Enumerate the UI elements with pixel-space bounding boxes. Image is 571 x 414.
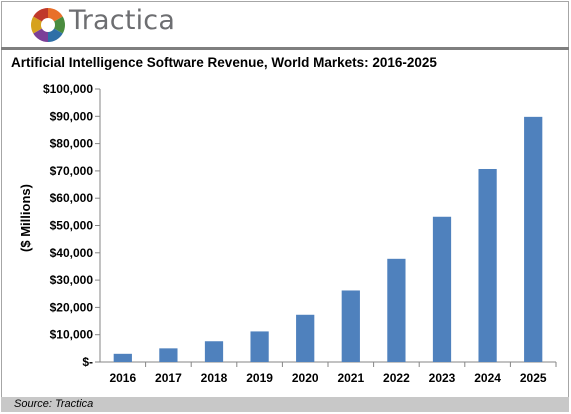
bar-2021 <box>341 290 360 362</box>
y-tick-label: $30,000 <box>50 273 94 287</box>
y-axis-title: ($ Millions) <box>18 184 33 252</box>
y-tick-label: $- <box>82 355 93 369</box>
bar-2017 <box>159 348 178 362</box>
tractica-logo-icon <box>31 8 65 42</box>
header-divider <box>1 47 569 50</box>
brand-name: Tractica <box>69 5 176 36</box>
x-axis: 2016 2017 2018 2019 2020 2021 2022 2023 2024 2025 <box>100 361 557 385</box>
x-tick-label: 2017 <box>155 371 182 385</box>
x-tick-label: 2024 <box>474 371 501 385</box>
y-tick-label: $70,000 <box>50 164 94 178</box>
y-tick-label: $40,000 <box>50 246 94 260</box>
y-tick-label: $80,000 <box>50 137 94 151</box>
bar-2025 <box>524 116 543 362</box>
source-note: Source: Tractica <box>14 398 94 410</box>
x-tick-label: 2019 <box>246 371 273 385</box>
y-tick-label: $90,000 <box>50 109 94 123</box>
x-tick-label: 2023 <box>429 371 456 385</box>
bars <box>113 116 543 362</box>
chart-title: Artificial Intelligence Software Revenue… <box>11 55 437 70</box>
x-tick-label: 2021 <box>337 371 364 385</box>
bar-2020 <box>296 314 315 362</box>
header: Tractica <box>0 0 571 47</box>
x-tick-label: 2018 <box>201 371 228 385</box>
x-tick-label: 2025 <box>520 371 547 385</box>
y-tick-label: $60,000 <box>50 191 94 205</box>
bar-2023 <box>432 216 452 362</box>
x-tick-label: 2016 <box>109 371 136 385</box>
bar-2016 <box>113 353 132 362</box>
y-tick-label: $10,000 <box>50 328 94 342</box>
y-tick-label: $50,000 <box>50 219 94 233</box>
y-tick-label: $20,000 <box>50 300 94 314</box>
x-tick-label: 2020 <box>292 371 319 385</box>
bar-2019 <box>250 331 269 362</box>
bar-2024 <box>478 168 497 362</box>
y-axis: $- $10,000 $20,000 $30,000 $40,000 $50,000 $60… <box>43 82 101 369</box>
footer-bar <box>1 397 569 412</box>
x-tick-label: 2022 <box>383 371 410 385</box>
bar-2022 <box>387 258 406 362</box>
y-tick-label: $100,000 <box>43 82 93 96</box>
bar-2018 <box>204 341 224 362</box>
